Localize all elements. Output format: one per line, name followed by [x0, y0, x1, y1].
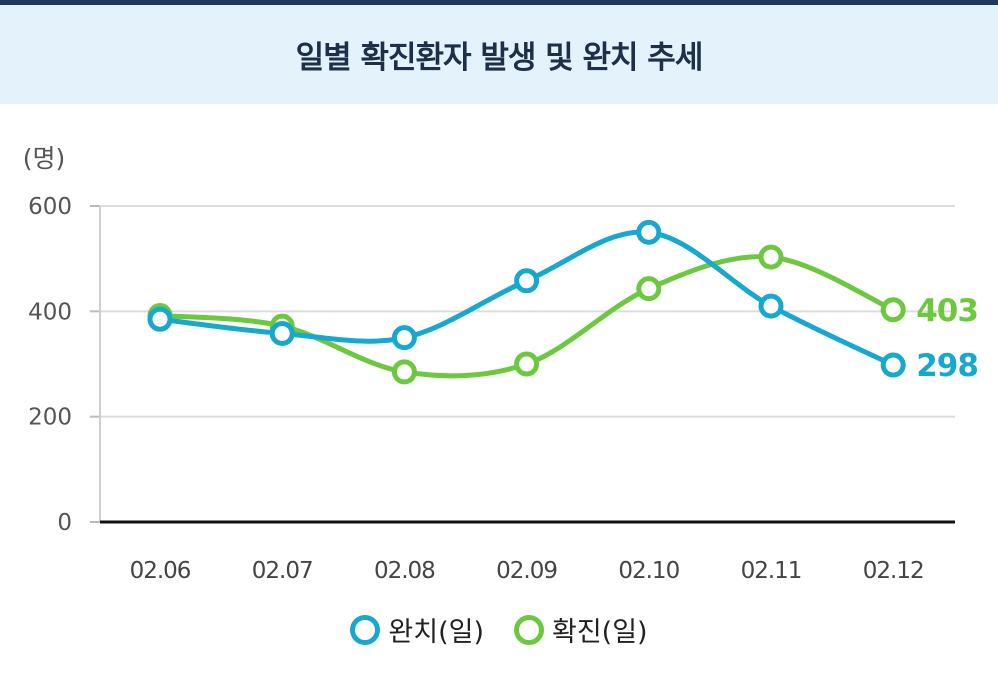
x-tick-label: 02.07	[252, 558, 313, 584]
legend: 완치(일) 확진(일)	[0, 610, 998, 649]
y-tick-label: 200	[28, 405, 72, 431]
legend-item-recovered[interactable]: 완치(일)	[350, 610, 484, 649]
data-point[interactable]	[636, 276, 662, 302]
data-point[interactable]	[880, 352, 906, 378]
data-point[interactable]	[514, 351, 540, 377]
x-tick-label: 02.10	[618, 558, 679, 584]
legend-item-confirmed[interactable]: 확진(일)	[514, 610, 648, 649]
data-point[interactable]	[880, 297, 906, 323]
data-point[interactable]	[636, 219, 662, 245]
series-layer: 403 298	[147, 219, 979, 385]
title-banner: 일별 확진환자 발생 및 완치 추세	[0, 5, 998, 104]
y-tick-label: 400	[28, 299, 72, 325]
x-tick-label: 02.08	[374, 558, 435, 584]
legend-label-recovered: 완치(일)	[388, 617, 484, 648]
end-value-label: 298	[916, 348, 978, 384]
x-tick-label: 02.09	[496, 558, 557, 584]
chart-title: 일별 확진환자 발생 및 완치 추세	[295, 40, 704, 76]
y-tick-label: 0	[57, 510, 72, 536]
axes: 0 200 400 600 02.06 02.07 02.08 02.09 02.10 02.11…	[28, 194, 955, 584]
y-tick-label: 600	[28, 194, 72, 220]
x-tick-label: 02.12	[863, 558, 924, 584]
y-axis-unit-label: (명)	[23, 144, 66, 173]
x-tick-label: 02.11	[741, 558, 802, 584]
data-point[interactable]	[758, 293, 784, 319]
legend-label-confirmed: 확진(일)	[552, 617, 648, 648]
data-point[interactable]	[514, 268, 540, 294]
data-point[interactable]	[391, 359, 417, 385]
gridlines	[100, 205, 955, 418]
data-point[interactable]	[269, 320, 295, 346]
data-point[interactable]	[758, 244, 784, 270]
top-accent-bar	[0, 0, 998, 5]
data-point[interactable]	[147, 306, 173, 332]
legend-marker-confirmed	[514, 614, 544, 645]
legend-marker-recovered	[350, 614, 381, 645]
x-tick-label: 02.06	[130, 558, 191, 584]
series-line	[159, 229, 895, 368]
end-value-label: 403	[916, 293, 978, 329]
data-point[interactable]	[391, 325, 417, 351]
